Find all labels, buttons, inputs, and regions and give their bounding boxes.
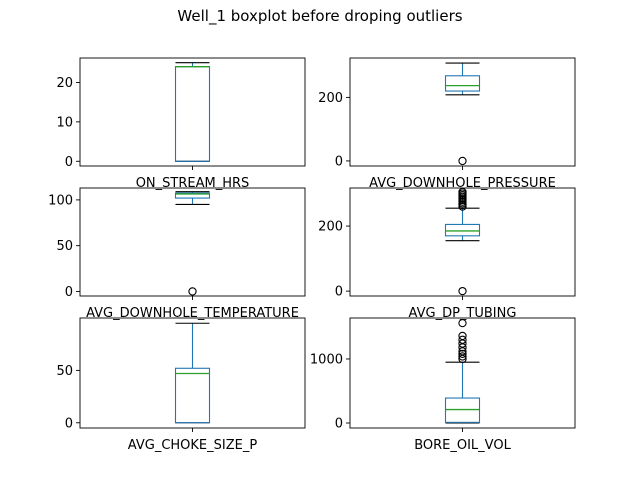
subplot-6: 0 1000 BORE_OIL_VOL	[310, 317, 576, 453]
x-axis-label: AVG_DP_TUBING	[409, 306, 517, 321]
y-tick-label: 0	[65, 416, 73, 431]
box-iqr	[444, 75, 481, 92]
outlier-point	[458, 331, 467, 341]
outlier-point	[458, 318, 467, 328]
y-tick-label: 1000	[310, 352, 343, 367]
y-tick-label: 0	[65, 155, 73, 170]
y-tick-label: 10	[56, 115, 73, 130]
x-axis-label: AVG_CHOKE_SIZE_P	[128, 438, 258, 453]
x-axis-label: BORE_OIL_VOL	[414, 438, 511, 453]
y-tick-label: 50	[56, 239, 73, 254]
x-axis-label: AVG_DOWNHOLE_PRESSURE	[369, 176, 556, 191]
y-tick-label: 0	[335, 154, 343, 169]
y-tick-label: 200	[318, 220, 343, 235]
outlier-point	[458, 286, 467, 296]
y-tick-label: 0	[65, 285, 73, 300]
subplot-4: 0 200 AVG_DP_TUBING	[318, 187, 576, 321]
y-tick-label: 100	[48, 193, 73, 208]
outlier-point	[188, 287, 197, 296]
box-iqr	[174, 367, 211, 424]
y-tick-label: 0	[335, 285, 343, 300]
outlier-point	[458, 156, 467, 166]
axes-frame	[79, 57, 306, 167]
box-iqr	[174, 192, 211, 199]
outlier-point	[458, 349, 467, 359]
figure-title: Well_1 boxplot before droping outliers	[177, 7, 463, 25]
x-axis-label: AVG_DOWNHOLE_TEMPERATURE	[86, 306, 299, 321]
axes-frame	[349, 187, 576, 297]
outlier-point	[458, 352, 467, 361]
outlier-point	[458, 187, 467, 197]
y-tick-label: 200	[318, 91, 343, 106]
y-tick-label: 0	[335, 417, 343, 432]
box-iqr	[444, 223, 481, 237]
y-tick-label: 50	[56, 364, 73, 379]
subplot-2: 0 200 AVG_DOWNHOLE_PRESSURE	[318, 57, 576, 191]
subplot-3: 0 50 100 AVG_DOWNHOLE_TEMPERATURE	[48, 187, 306, 321]
subplot-1: 0 10 20 ON_STREAM_HRS	[56, 57, 306, 191]
y-tick-label: 20	[56, 76, 73, 91]
x-axis-label: ON_STREAM_HRS	[136, 176, 250, 191]
box-iqr	[174, 66, 211, 162]
subplot-5: 0 50 AVG_CHOKE_SIZE_P	[56, 317, 306, 453]
outlier-point	[458, 335, 467, 344]
